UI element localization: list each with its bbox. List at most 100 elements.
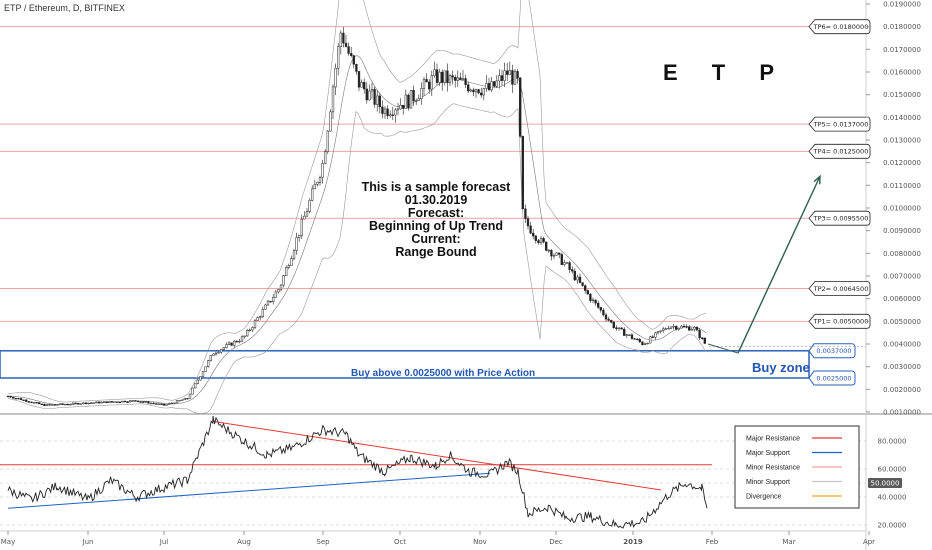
candle-body bbox=[669, 326, 673, 329]
candle-body bbox=[357, 71, 361, 88]
forecast-text: This is a sample forecast 01.30.2019 For… bbox=[362, 180, 512, 259]
candle-body bbox=[641, 341, 644, 346]
candle-body bbox=[404, 94, 407, 109]
candle-body bbox=[493, 81, 496, 87]
candle-body bbox=[51, 404, 54, 406]
candle-body bbox=[331, 86, 335, 113]
candle-body bbox=[378, 95, 381, 108]
candle-body bbox=[220, 349, 223, 353]
forecast-line-4: Beginning of Up Trend bbox=[369, 219, 503, 233]
candle-body bbox=[110, 401, 114, 403]
price-tick-label: 0.0040000 bbox=[883, 341, 921, 349]
candle-body bbox=[415, 100, 418, 102]
candle-body bbox=[32, 402, 36, 404]
candle-body bbox=[160, 403, 163, 405]
buy-zone[interactable]: Buy zone Buy above 0.0025000 with Price … bbox=[0, 343, 856, 386]
target-label: TP1= 0.0050000 bbox=[813, 318, 869, 326]
candle-body bbox=[552, 254, 556, 257]
candle-body bbox=[474, 89, 478, 93]
price-axis[interactable]: 0.0190000 0.0180000 0.0170000 0.0160000 0.01… bbox=[866, 1, 921, 530]
candle-body bbox=[396, 108, 400, 111]
lower-band bbox=[7, 103, 707, 414]
candle-body bbox=[402, 104, 405, 109]
candle-body bbox=[300, 218, 303, 236]
time-axis[interactable]: May Jun Jul Aug Sep Oct Nov Dec 2019 Feb Mar Apr bbox=[1, 531, 875, 546]
candle-body bbox=[485, 83, 488, 89]
price-tick-label: 0.0080000 bbox=[883, 250, 921, 258]
candle-body bbox=[430, 75, 433, 90]
candle-body bbox=[295, 237, 298, 251]
price-tick-label: 0.0010000 bbox=[883, 409, 921, 417]
candle-body bbox=[30, 401, 33, 404]
time-tick-label: Feb bbox=[706, 538, 719, 546]
price-tick-label: 0.0130000 bbox=[883, 137, 921, 145]
candle-body bbox=[615, 327, 618, 329]
candle-body bbox=[438, 71, 441, 83]
candle-body bbox=[324, 151, 327, 164]
buy-zone-box[interactable] bbox=[0, 350, 810, 379]
candle-body bbox=[612, 321, 615, 329]
osc-trendline bbox=[7, 472, 491, 509]
osc-trendline bbox=[212, 420, 662, 491]
candle-body bbox=[186, 398, 189, 400]
candle-body bbox=[363, 81, 366, 90]
candle-body bbox=[173, 402, 176, 404]
candle-body bbox=[446, 70, 449, 84]
candle-body bbox=[693, 326, 696, 330]
candle-body bbox=[487, 83, 491, 91]
candle-body bbox=[108, 401, 111, 403]
candle-body bbox=[558, 252, 561, 255]
target-label: TP4= 0.0125000 bbox=[813, 148, 869, 156]
candle-body bbox=[584, 285, 587, 291]
candle-body bbox=[196, 379, 199, 384]
candle-body bbox=[389, 114, 392, 117]
candle-body bbox=[230, 342, 233, 346]
candle-body bbox=[56, 404, 59, 406]
candle-body bbox=[607, 318, 610, 321]
time-tick-label: Nov bbox=[473, 538, 487, 546]
candle-body bbox=[277, 289, 280, 293]
candle-body bbox=[178, 400, 181, 402]
candle-body bbox=[66, 403, 69, 406]
legend-label: Major Resistance bbox=[746, 436, 800, 443]
candle-body bbox=[162, 403, 166, 406]
candle-body bbox=[103, 401, 106, 403]
candle-body bbox=[329, 111, 332, 132]
buy-zone-edge-label: 0.0037000 bbox=[816, 347, 851, 355]
candle-body bbox=[441, 71, 444, 83]
candle-body bbox=[136, 400, 140, 402]
osc-current-badge bbox=[868, 478, 902, 488]
candle-body bbox=[675, 325, 678, 330]
price-tick-label: 0.0150000 bbox=[883, 91, 921, 99]
candle-body bbox=[344, 42, 348, 47]
candle-body bbox=[428, 81, 431, 90]
candle-body bbox=[287, 265, 290, 268]
candle-body bbox=[243, 335, 246, 338]
candle-body bbox=[272, 297, 275, 302]
candle-body bbox=[617, 327, 621, 329]
candle-body bbox=[147, 401, 150, 404]
candle-body bbox=[656, 331, 660, 334]
candle-body bbox=[305, 211, 309, 217]
candle-body bbox=[383, 108, 387, 114]
candle-body bbox=[175, 400, 179, 404]
candle-body bbox=[646, 342, 649, 345]
candle-body bbox=[113, 401, 116, 403]
candle-body bbox=[422, 79, 426, 89]
candle-body bbox=[625, 334, 628, 336]
projection-arrow[interactable] bbox=[707, 174, 821, 354]
candle-body bbox=[64, 403, 67, 406]
candle-body bbox=[246, 330, 249, 337]
candle-body bbox=[326, 130, 329, 152]
candle-body bbox=[581, 282, 584, 286]
buy-zone-callout bbox=[808, 370, 856, 386]
legend-label: Minor Resistance bbox=[746, 465, 800, 472]
candle-body bbox=[519, 77, 522, 137]
candle-body bbox=[298, 234, 301, 238]
osc-tick-label: 40.0000 bbox=[878, 494, 907, 502]
candle-body bbox=[391, 114, 394, 116]
candle-body bbox=[578, 276, 582, 283]
time-tick-label: 2019 bbox=[623, 538, 643, 546]
target-label: TP3= 0.0095500 bbox=[813, 215, 869, 223]
candle-body bbox=[688, 326, 691, 331]
